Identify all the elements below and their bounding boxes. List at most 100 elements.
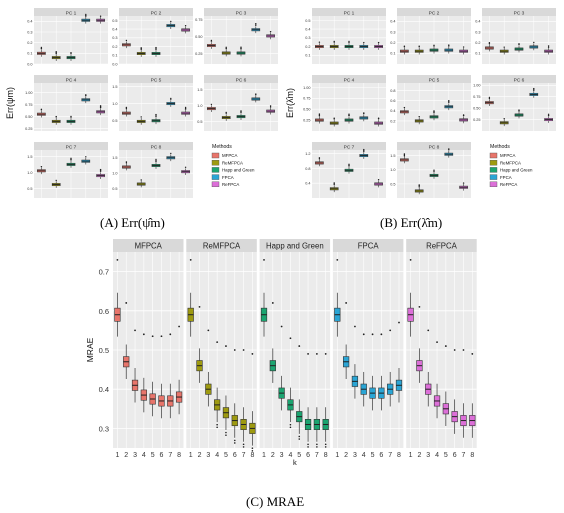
fig-a-panel-2-box-3-outlier [170, 20, 172, 23]
fig-c-panel-2-outlier-low [225, 434, 227, 436]
fig-b-panel-3-title: PC 3 [514, 10, 525, 16]
fig-c-panel-2-strip [186, 239, 257, 252]
fig-a-legend-swatch [211, 181, 220, 188]
fig-a-panel-8-tick-label: 1.0 [112, 172, 117, 176]
fig-c-panel-3-outlier [298, 345, 301, 347]
fig-b-panel-3-tick-label: 0.3 [475, 30, 480, 34]
fig-c-tick-label: 0.3 [99, 424, 109, 433]
fig-c-panel-3-x-tick-label: 8 [324, 452, 328, 459]
fig-c-panel-3-title: Happ and Green [266, 242, 324, 251]
fig-a-panel-4-strip [34, 75, 108, 83]
fig-a-legend-swatch [211, 152, 220, 159]
fig-c-panel-5-title: ReFPCA [426, 242, 458, 251]
fig-a-panel-6-box-0-outlier [210, 103, 213, 106]
fig-c-panel-2-outlier-low [251, 450, 254, 452]
fig-c-panel-3-outlier-low [307, 446, 309, 448]
fig-c-panel-5-outlier [444, 345, 447, 347]
fig-c-panel-3-x-tick-label: 2 [271, 452, 275, 459]
fig-b-panel-8-box-0-outlier [403, 153, 406, 155]
fig-a-panel-8-box-2-outlier [155, 159, 157, 162]
fig-c-panel-3-outlier-low [298, 438, 301, 440]
fig-b-panel-3-box-1-outlier [503, 46, 505, 48]
fig-a-panel-1-box-4-outlier [99, 15, 102, 17]
fig-a-panel-2-tick-label: 0.5 [112, 19, 117, 23]
fig-a-panel-2-box-4-outlier [184, 25, 187, 27]
fig-a-panel-6-box-4-outlier [269, 106, 272, 108]
fig-b-panel-1-box-3-outlier [363, 41, 365, 44]
fig-c-panel-5-strip [406, 239, 477, 252]
fig-c-tick-label: 0.6 [99, 307, 109, 316]
fig-b-legend-label: FPCA [500, 175, 512, 180]
fig-b-panel-5-box-3-outlier [448, 100, 450, 103]
fig-c-tick-label: 0.5 [99, 346, 109, 355]
fig-a-panel-2-tick-label: 0.1 [112, 54, 117, 58]
fig-a-panel-8-box-0-outlier [125, 161, 128, 163]
fig-c-panel-2-outlier-low [251, 447, 254, 450]
fig-c-panel-3-outlier [324, 353, 327, 355]
fig-c-panel-1-title: MFPCA [135, 242, 163, 251]
fig-c-panel-2-outlier-low [233, 439, 236, 442]
fig-c-ylabel: MRAE [85, 337, 95, 362]
fig-c-panel-2-x-tick-label: 5 [224, 452, 228, 459]
fig-b-panel-5-box-4-outlier [462, 114, 465, 116]
fig-c-panel-1-outlier [125, 302, 128, 304]
fig-b-ylabel: Err(λ̂m) [285, 88, 295, 118]
fig-a-panel-5-box-3-outlier [170, 97, 172, 100]
fig-a-panel-5-tick-label: 1.5 [112, 85, 117, 89]
fig-a-panel-1-tick-label: 0.3 [27, 30, 32, 34]
fig-b-legend-label: ReMFPCA [500, 160, 521, 165]
fig-c-panel-2-x-tick-label: 1 [189, 452, 193, 459]
fig-b-panel-7-title: PC 7 [344, 144, 355, 150]
fig-b-panel-3-tick-label: 0.1 [475, 52, 480, 56]
fig-a-panel-3-tick-label: 0.25 [195, 52, 202, 56]
fig-a-panel-5-title: PC 5 [151, 77, 162, 83]
fig-b-panel-8-tick-label: 1.5 [390, 154, 395, 158]
fig-b-panel-1-tick-label: 0.4 [305, 27, 310, 31]
fig-b-panel-5-tick-label: 0.4 [390, 109, 395, 113]
fig-b-panel-8-title: PC 8 [429, 144, 440, 150]
fig-a-panel-6-tick-label: 0.5 [197, 120, 202, 124]
fig-a-legend-swatch [211, 159, 220, 166]
fig-a-panel-4-box-2-outlier [70, 115, 72, 118]
fig-a-panel-3-strip [204, 8, 278, 16]
fig-b-panel-2-box-0-outlier [403, 45, 406, 47]
fig-a-legend-label: FPCA [222, 175, 234, 180]
fig-b-panel-5-tick-label: 0.2 [390, 119, 395, 123]
fig-b-panel-2-box-1-outlier [418, 45, 420, 47]
fig-a-panel-5-tick-label: 0.5 [112, 119, 117, 123]
fig-b-legend-swatch [489, 181, 498, 188]
fig-b-panel-8-box-4-outlier [462, 182, 465, 184]
fig-c-panel-4-outlier [398, 321, 400, 324]
fig-a-panel-8-tick-label: 1.5 [112, 156, 117, 160]
fig-a-panel-7-title: PC 7 [66, 144, 77, 150]
fig-b-panel-3-box-0-outlier [488, 42, 491, 44]
fig-b-panel-5-box-1-outlier [418, 115, 420, 118]
fig-c-panel-2-outlier-low [233, 442, 236, 444]
fig-a-panel-7-tick-label: 1.0 [27, 171, 32, 175]
fig-c-panel-2-outlier-low [242, 443, 245, 446]
fig-b-panel-7-box-2-outlier [348, 163, 350, 166]
fig-b-panel-3-box-0-outlier [488, 43, 491, 45]
fig-b-panel-3-box-4-outlier [547, 46, 550, 48]
fig-c-panel-3-strip [259, 239, 331, 252]
fig-c-panel-1-x-tick-label: 8 [177, 452, 181, 459]
fig-b-panel-5-strip [397, 75, 471, 83]
fig-c-panel-5-outlier [471, 353, 474, 355]
fig-c-panel-3-outlier-low [316, 443, 318, 446]
fig-b-legend-swatch [489, 159, 498, 166]
fig-b-legend-swatch [489, 167, 498, 173]
fig-b-panel-1-strip [312, 8, 386, 16]
fig-a-panel-4-tick-label: 0.75 [25, 103, 32, 107]
fig-b-panel-7-box-0-outlier [318, 158, 321, 160]
fig-b-panel-1-tick-label: 0.1 [305, 54, 310, 58]
fig-a-panel-7-box-4-outlier [99, 170, 102, 172]
fig-b-panel-1-title: PC 1 [344, 10, 355, 16]
fig-a-panel-5-tick-label: 1.0 [112, 102, 117, 106]
fig-b-legend-swatch [489, 152, 498, 159]
fig-c-panel-1-x-tick-label: 2 [124, 452, 128, 459]
fig-c-panel-5-outlier [409, 258, 412, 261]
fig-b-panel-3-tick-label: 0.2 [475, 41, 480, 45]
fig-c-panel-5-x-tick-label: 5 [444, 452, 448, 459]
fig-c-panel-5-x-tick-label: 2 [417, 452, 421, 459]
fig-c-panel-3-outlier [280, 325, 283, 328]
